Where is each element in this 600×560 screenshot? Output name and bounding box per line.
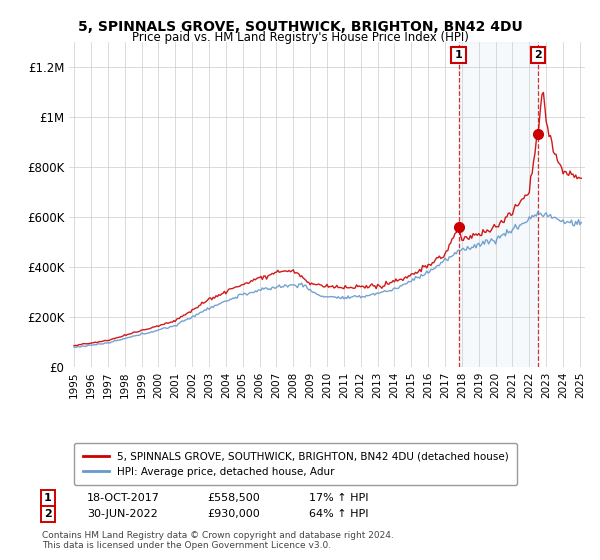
Text: £930,000: £930,000 (207, 509, 260, 519)
Text: 2: 2 (534, 50, 542, 60)
Text: 17% ↑ HPI: 17% ↑ HPI (309, 493, 368, 503)
Text: 1: 1 (455, 50, 463, 60)
Legend: 5, SPINNALS GROVE, SOUTHWICK, BRIGHTON, BN42 4DU (detached house), HPI: Average : 5, SPINNALS GROVE, SOUTHWICK, BRIGHTON, … (74, 443, 517, 485)
Text: Price paid vs. HM Land Registry's House Price Index (HPI): Price paid vs. HM Land Registry's House … (131, 31, 469, 44)
Text: 2: 2 (44, 509, 52, 519)
Text: Contains HM Land Registry data © Crown copyright and database right 2024.
This d: Contains HM Land Registry data © Crown c… (42, 530, 394, 550)
Text: 5, SPINNALS GROVE, SOUTHWICK, BRIGHTON, BN42 4DU: 5, SPINNALS GROVE, SOUTHWICK, BRIGHTON, … (77, 20, 523, 34)
Bar (458, 42, 538, 367)
Text: 30-JUN-2022: 30-JUN-2022 (87, 509, 158, 519)
Text: 1: 1 (44, 493, 52, 503)
Text: 64% ↑ HPI: 64% ↑ HPI (309, 509, 368, 519)
Text: £558,500: £558,500 (207, 493, 260, 503)
Text: 18-OCT-2017: 18-OCT-2017 (87, 493, 160, 503)
